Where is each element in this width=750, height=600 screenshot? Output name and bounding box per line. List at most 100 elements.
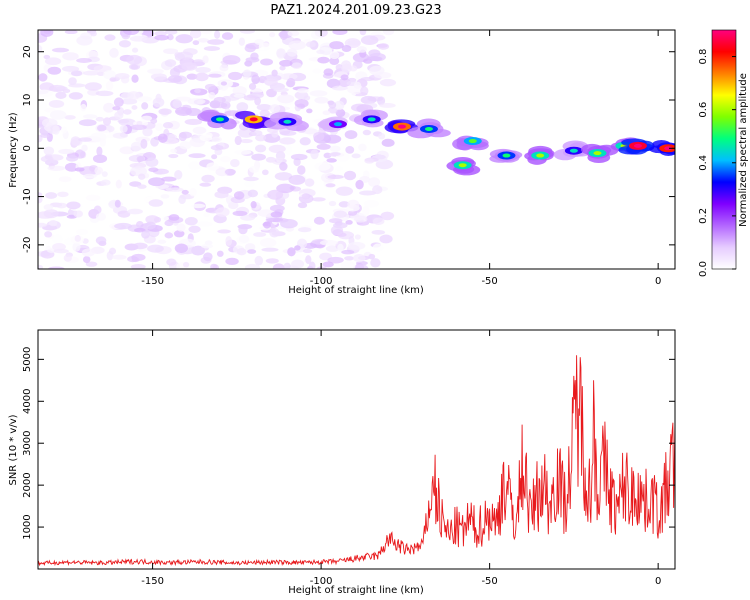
heatmap-blob <box>136 155 145 162</box>
ridge-peak <box>664 146 673 151</box>
x-tick-label: -100 <box>310 276 333 287</box>
heatmap-blob <box>362 129 372 136</box>
heatmap-blob <box>53 248 69 254</box>
heatmap-blob <box>255 134 267 142</box>
heatmap-blob <box>138 173 146 180</box>
heatmap-blob <box>279 127 291 136</box>
heatmap-blob <box>133 227 146 233</box>
heatmap-blob <box>78 137 92 142</box>
heatmap-blob <box>232 210 248 217</box>
heatmap-blob <box>250 201 257 209</box>
heatmap-blob <box>103 69 116 80</box>
colorbar: 0.0 0.2 0.4 0.6 0.8 Normalized spectral ampl… <box>698 29 749 277</box>
heatmap-blob <box>310 149 319 160</box>
heatmap-blob <box>372 243 384 252</box>
heatmap-blob <box>61 65 80 72</box>
heatmap-blob <box>142 127 153 137</box>
heatmap-blob <box>129 35 148 42</box>
heatmap-blob <box>85 261 98 267</box>
heatmap-blob <box>40 30 54 37</box>
heatmap-blob <box>319 239 338 246</box>
heatmap-blob <box>351 153 361 159</box>
heatmap-blob <box>70 136 81 147</box>
heatmap-blob <box>248 165 260 173</box>
heatmap-blob <box>130 124 147 131</box>
heatmap-blob <box>233 93 245 98</box>
heatmap-blob <box>188 161 201 170</box>
heatmap-blob <box>287 30 300 37</box>
heatmap-blob <box>113 97 124 108</box>
heatmap-blob <box>294 98 309 108</box>
heatmap-blob <box>145 157 159 168</box>
heatmap-blob <box>179 141 192 150</box>
heatmap-blob <box>377 96 386 106</box>
heatmap-blob <box>200 30 212 35</box>
snr-line <box>38 355 675 567</box>
heatmap-blob <box>58 176 72 183</box>
heatmap-blob <box>81 144 88 152</box>
heatmap-blob <box>188 225 201 233</box>
heatmap-blob <box>206 162 219 172</box>
heatmap-blob <box>76 35 93 46</box>
heatmap-blob <box>345 146 355 154</box>
heatmap-blob <box>329 41 344 50</box>
heatmap-blob <box>370 258 381 268</box>
heatmap-blob <box>216 250 224 257</box>
heatmap-blob <box>323 152 332 159</box>
heatmap-blob <box>213 96 226 104</box>
heatmap-blob <box>199 182 212 187</box>
heatmap-blob <box>115 179 122 189</box>
y-tick-label: 4000 <box>22 389 33 414</box>
heatmap-blob <box>332 30 348 35</box>
heatmap-blob <box>76 57 92 64</box>
ridge-peak <box>283 119 292 124</box>
heatmap-blob <box>322 110 331 116</box>
heatmap-blob <box>317 56 330 64</box>
y-tick-label: 2000 <box>22 472 33 497</box>
heatmap-blob <box>147 244 164 253</box>
heatmap-blob <box>175 34 193 44</box>
heatmap-blob <box>51 47 69 53</box>
heatmap-blob <box>360 76 375 82</box>
heatmap-blob <box>40 132 50 139</box>
heatmap-blob <box>117 210 131 218</box>
heatmap-blob <box>225 235 233 246</box>
y-tick-label: 20 <box>22 45 33 58</box>
heatmap-blob <box>299 137 311 146</box>
heatmap-blob <box>326 158 337 163</box>
heatmap-blob <box>95 236 107 245</box>
heatmap-blob <box>38 264 44 269</box>
heatmap-blob <box>104 34 116 41</box>
heatmap-blob <box>343 170 357 181</box>
heatmap-blob <box>186 73 198 80</box>
heatmap-blob <box>220 81 228 86</box>
ridge-peak <box>458 163 467 168</box>
heatmap-blob <box>57 191 69 198</box>
heatmap-blob <box>58 148 75 155</box>
heatmap-blob <box>112 132 129 139</box>
heatmap-blob <box>341 63 352 73</box>
heatmap-blob <box>161 176 177 182</box>
heatmap-blob <box>52 242 66 251</box>
heatmap-blob <box>66 201 81 210</box>
heatmap-blob <box>60 126 68 134</box>
heatmap-blob <box>366 56 383 62</box>
heatmap-blob <box>323 68 334 76</box>
heatmap-blob <box>262 169 269 176</box>
heatmap-blob <box>221 32 234 40</box>
heatmap-blob <box>68 77 77 86</box>
heatmap-blob <box>95 90 114 97</box>
heatmap-blob <box>273 87 289 93</box>
heatmap-blob <box>38 73 48 82</box>
heatmap-blob <box>312 68 322 74</box>
heatmap-blob <box>148 177 165 187</box>
heatmap-blob <box>279 30 288 41</box>
heatmap-blob <box>329 51 340 60</box>
heatmap-blob <box>368 49 381 57</box>
heatmap-blob <box>109 47 119 58</box>
heatmap-blob <box>355 179 364 190</box>
heatmap-blob <box>121 98 138 105</box>
snr-series <box>38 355 675 567</box>
heatmap-blob <box>309 90 328 97</box>
